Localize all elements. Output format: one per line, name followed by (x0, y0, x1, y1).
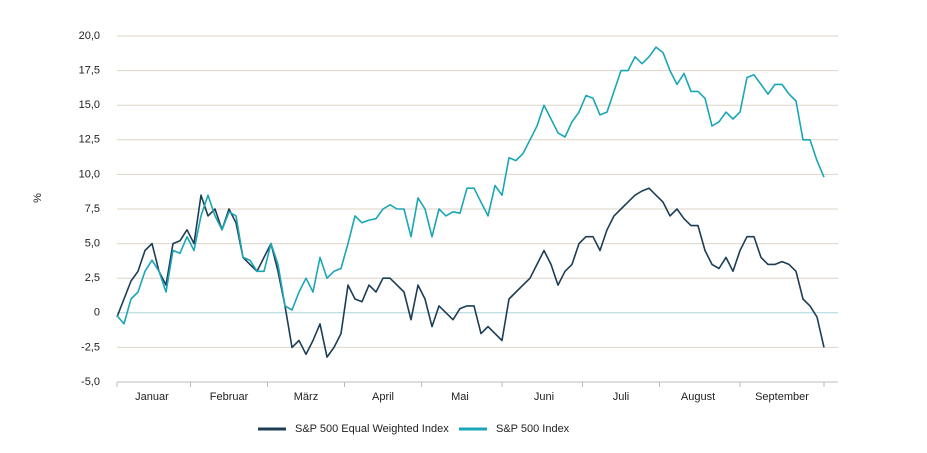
x-tick-label: Juli (613, 391, 630, 403)
y-tick-label: -2,5 (81, 341, 100, 353)
y-tick-label: 5,0 (85, 238, 100, 250)
x-tick-label: August (681, 391, 715, 403)
x-tick-label: Januar (135, 391, 169, 403)
x-tick-label: April (372, 391, 394, 403)
x-tick-label: Mai (451, 391, 469, 403)
y-tick-label: 17,5 (79, 65, 100, 77)
y-tick-label: -5,0 (81, 376, 100, 388)
legend-label: S&P 500 Index (496, 423, 570, 435)
y-tick-label: 2,5 (85, 272, 100, 284)
legend-label: S&P 500 Equal Weighted Index (295, 423, 449, 435)
y-tick-label: 12,5 (79, 134, 100, 146)
series-line (116, 187, 825, 358)
series-line (116, 46, 825, 325)
x-tick-label: Februar (210, 391, 249, 403)
x-tick-label: September (755, 391, 809, 403)
y-tick-label: 15,0 (79, 99, 100, 111)
x-tick-label: Juni (534, 391, 554, 403)
y-axis-label: % (32, 193, 44, 203)
y-tick-label: 7,5 (85, 203, 100, 215)
y-tick-label: 10,0 (79, 168, 100, 180)
y-tick-label: 20,0 (79, 30, 100, 42)
x-tick-label: März (294, 391, 318, 403)
y-tick-label: 0 (94, 307, 100, 319)
